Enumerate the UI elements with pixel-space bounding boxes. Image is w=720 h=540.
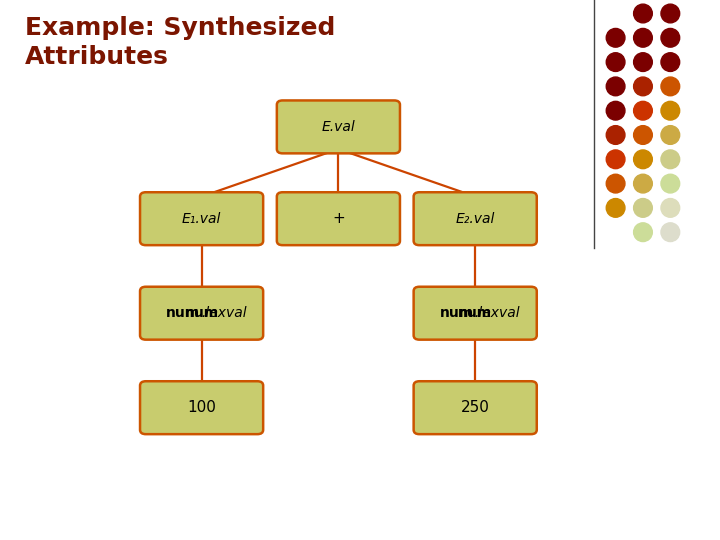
Text: E.val: E.val (322, 120, 355, 134)
Text: 250: 250 (461, 400, 490, 415)
Ellipse shape (634, 126, 652, 144)
Ellipse shape (634, 4, 652, 23)
Text: num: num (184, 306, 219, 320)
Ellipse shape (634, 199, 652, 217)
Ellipse shape (661, 53, 680, 71)
Text: .lexval: .lexval (201, 306, 246, 320)
FancyBboxPatch shape (140, 287, 264, 340)
Ellipse shape (634, 174, 652, 193)
Ellipse shape (606, 126, 625, 144)
Text: Example: Synthesized
Attributes: Example: Synthesized Attributes (25, 16, 336, 69)
Ellipse shape (661, 223, 680, 241)
FancyBboxPatch shape (276, 192, 400, 245)
Ellipse shape (606, 174, 625, 193)
Ellipse shape (606, 102, 625, 120)
Text: num: num (166, 306, 200, 320)
Ellipse shape (606, 29, 625, 47)
Ellipse shape (661, 29, 680, 47)
Ellipse shape (661, 150, 680, 168)
Text: 100: 100 (187, 400, 216, 415)
Text: num: num (458, 306, 492, 320)
Ellipse shape (606, 77, 625, 96)
Ellipse shape (661, 174, 680, 193)
FancyBboxPatch shape (413, 287, 537, 340)
Ellipse shape (634, 53, 652, 71)
Ellipse shape (634, 102, 652, 120)
Ellipse shape (606, 150, 625, 168)
FancyBboxPatch shape (140, 192, 264, 245)
Text: num: num (440, 306, 474, 320)
Text: .lexval: .lexval (474, 306, 520, 320)
Ellipse shape (661, 77, 680, 96)
Ellipse shape (634, 77, 652, 96)
Text: E₁.val: E₁.val (182, 212, 221, 226)
Text: E₂.val: E₂.val (456, 212, 495, 226)
Ellipse shape (661, 102, 680, 120)
FancyBboxPatch shape (276, 100, 400, 153)
Ellipse shape (634, 150, 652, 168)
Ellipse shape (634, 29, 652, 47)
FancyBboxPatch shape (413, 192, 537, 245)
Text: +: + (332, 211, 345, 226)
FancyBboxPatch shape (140, 381, 264, 434)
Ellipse shape (661, 126, 680, 144)
Ellipse shape (634, 223, 652, 241)
Ellipse shape (661, 199, 680, 217)
Ellipse shape (606, 53, 625, 71)
FancyBboxPatch shape (413, 381, 537, 434)
Ellipse shape (661, 4, 680, 23)
Ellipse shape (606, 199, 625, 217)
